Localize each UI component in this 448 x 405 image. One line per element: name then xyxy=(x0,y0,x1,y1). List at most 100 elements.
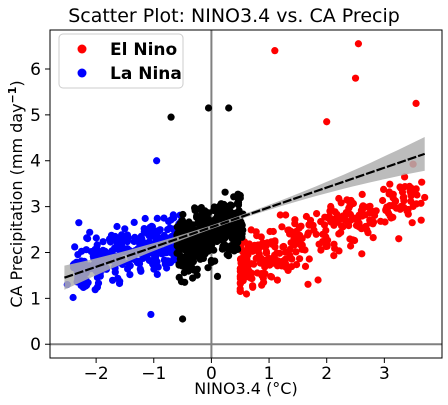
scatter-point xyxy=(408,189,416,197)
scatter-point xyxy=(153,270,161,278)
scatter-point xyxy=(353,216,361,224)
scatter-point xyxy=(205,216,213,224)
scatter-point xyxy=(233,244,241,252)
scatter-point xyxy=(371,211,379,220)
legend-label-el-nino: El Nino xyxy=(110,40,177,60)
scatter-point xyxy=(151,253,159,261)
scatter-point xyxy=(237,218,245,226)
scatter-point xyxy=(160,231,168,240)
scatter-point xyxy=(370,218,378,226)
y-tick-label: 0 xyxy=(30,335,41,355)
plot-frame xyxy=(49,29,443,359)
scatter-point xyxy=(399,194,407,202)
scatter-point xyxy=(175,260,183,268)
scatter-point xyxy=(387,214,395,222)
scatter-point xyxy=(396,205,404,213)
scatter-point xyxy=(276,211,284,219)
scatter-point xyxy=(327,218,335,226)
scatter-point xyxy=(379,196,387,205)
scatter-point xyxy=(86,228,94,236)
scatter-point xyxy=(236,275,244,283)
scatter-point xyxy=(176,255,184,263)
scatter-point xyxy=(271,47,279,55)
scatter-point xyxy=(279,243,287,251)
scatter-point xyxy=(235,231,243,239)
scatter-point xyxy=(369,234,377,242)
scatter-point xyxy=(214,232,222,240)
scatter-point xyxy=(179,210,187,219)
scatter-point xyxy=(83,234,91,242)
y-tick-label: 6 xyxy=(30,60,41,80)
scatter-point xyxy=(92,234,100,242)
y-axis-ticks: 0 1 2 3 4 5 6 xyxy=(30,60,50,355)
scatter-point xyxy=(255,250,263,258)
scatter-point xyxy=(204,247,212,255)
scatter-point xyxy=(147,310,155,319)
scatter-point xyxy=(229,227,237,235)
scatter-point xyxy=(114,274,122,282)
scatter-point xyxy=(313,210,321,218)
scatter-point xyxy=(288,255,296,263)
scatter-point xyxy=(137,267,145,275)
x-axis-ticks: −2 −1 0 1 2 3 xyxy=(84,358,390,384)
scatter-point xyxy=(177,221,185,229)
scatter-point xyxy=(247,226,255,234)
scatter-point xyxy=(151,259,159,267)
scatter-point xyxy=(330,252,338,260)
scatter-point xyxy=(184,267,192,275)
scatter-point xyxy=(181,278,189,286)
scatter-point xyxy=(225,104,233,112)
scatter-point xyxy=(191,204,199,212)
scatter-point xyxy=(390,202,398,210)
scatter-point xyxy=(401,183,409,191)
scatter-point xyxy=(130,218,138,226)
legend-label-la-nina: La Nina xyxy=(110,64,182,84)
scatter-point xyxy=(75,219,83,227)
scatter-point xyxy=(291,216,299,224)
scatter-point xyxy=(269,227,277,236)
scatter-point xyxy=(87,248,95,256)
scatter-point xyxy=(358,190,366,198)
scatter-point xyxy=(347,242,355,250)
scatter-point xyxy=(245,267,253,275)
scatter-point xyxy=(207,258,216,266)
scatter-point xyxy=(287,227,295,235)
scatter-point xyxy=(275,258,283,266)
scatter-point xyxy=(84,279,92,287)
scatter-point xyxy=(408,219,416,227)
scatter-point xyxy=(69,293,77,302)
scatter-point xyxy=(225,247,233,255)
scatter-point xyxy=(337,228,345,236)
x-tick-label: 2 xyxy=(321,364,332,384)
y-axis-label: CA Precipitation (mm day−1) xyxy=(6,80,26,307)
scatter-point xyxy=(296,255,304,263)
scatter-point xyxy=(302,212,310,221)
scatter-point xyxy=(178,315,187,323)
scatter-point xyxy=(267,272,275,281)
scatter-point xyxy=(123,238,131,246)
y-tick-label: 4 xyxy=(30,152,41,172)
scatter-point xyxy=(354,40,363,48)
scatter-point xyxy=(98,248,106,256)
scatter-point xyxy=(330,240,338,248)
scatter-point xyxy=(209,206,218,215)
scatter-point xyxy=(182,259,191,267)
scatter-point xyxy=(358,203,367,211)
scatter-point xyxy=(202,210,210,218)
legend: El Nino La Nina xyxy=(58,33,184,89)
scatter-point xyxy=(139,254,147,262)
scatter-point xyxy=(417,216,425,224)
scatter-point xyxy=(210,217,218,225)
scatter-point xyxy=(412,200,420,208)
scatter-point xyxy=(116,233,124,242)
scatter-point xyxy=(301,262,310,270)
scatter-point xyxy=(298,241,306,249)
x-tick-label: 1 xyxy=(264,364,275,384)
scatter-point xyxy=(258,281,266,289)
scatter-point xyxy=(153,214,161,222)
scatter-point xyxy=(418,178,426,186)
scatter-point xyxy=(106,238,115,246)
scatter-point xyxy=(304,229,312,237)
scatter-point xyxy=(282,211,290,219)
scatter-point xyxy=(292,248,300,256)
